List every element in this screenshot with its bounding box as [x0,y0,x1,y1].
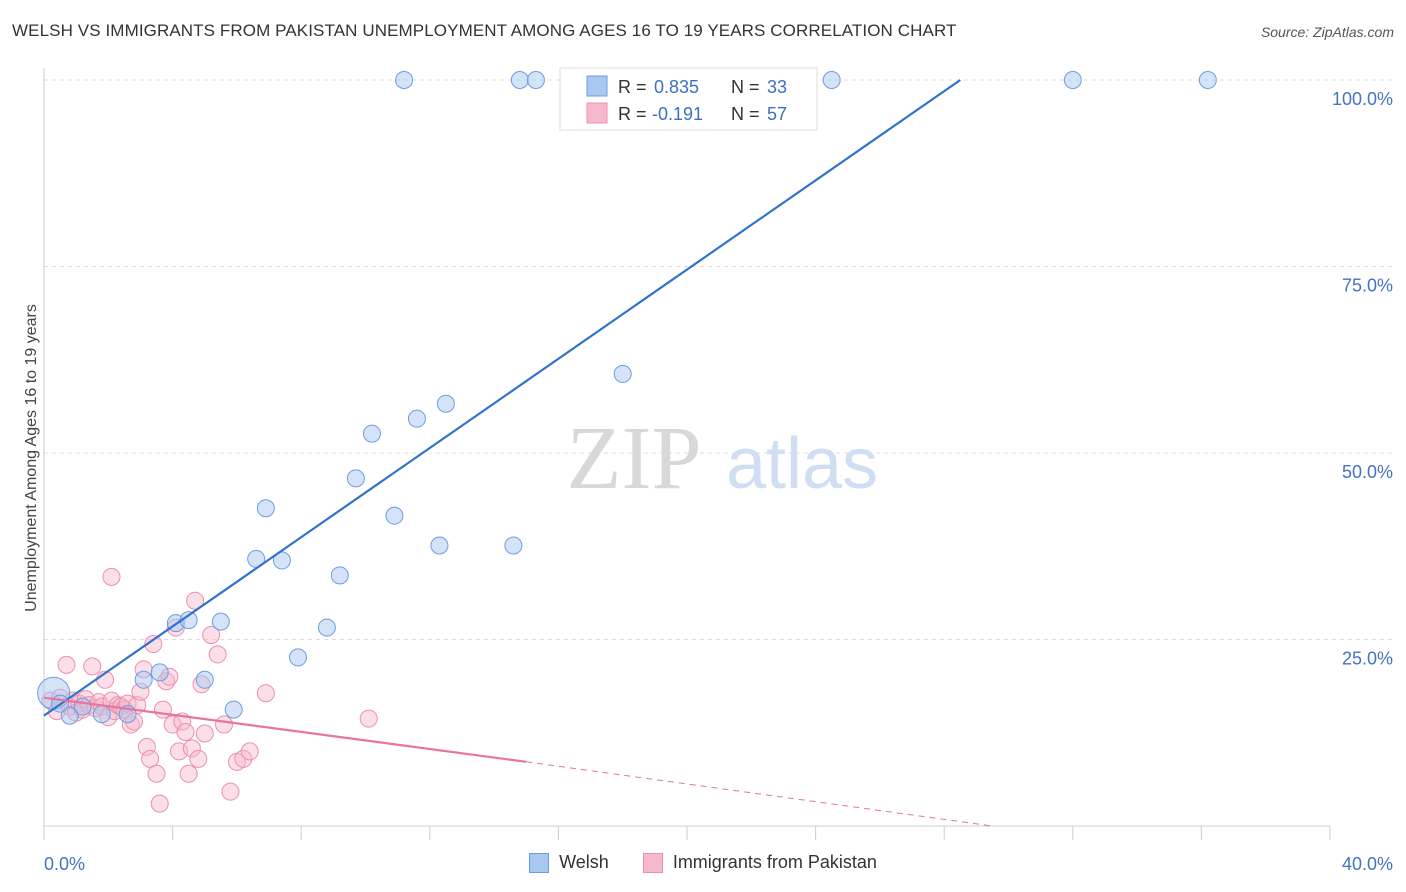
welsh-n-value: 33 [767,77,787,97]
chart-title: WELSH VS IMMIGRANTS FROM PAKISTAN UNEMPL… [12,21,957,40]
welsh-point [317,618,336,637]
x-tick-labels: 0.0% 40.0% [44,854,1393,874]
watermark: ZIP atlas [567,409,879,508]
pakistan-point [144,634,163,653]
pakistan-point [208,645,227,664]
stats-legend: R = 0.835 N = 33 R = -0.191 N = 57 [559,67,818,131]
pakistan-r-label: R = [618,104,647,124]
welsh-trend-line [43,79,961,717]
welsh-point [92,705,111,724]
welsh-point [224,700,243,719]
pakistan-point [102,567,121,586]
welsh-point [362,424,381,443]
pakistan-points [41,567,378,813]
pakistan-point [215,715,234,734]
pakistan-point [202,626,221,645]
welsh-point [134,670,153,689]
y-axis-label: Unemployment Among Ages 16 to 19 years [23,304,40,612]
source-label: Source: ZipAtlas.com [1260,24,1394,40]
welsh-point [510,71,529,89]
welsh-point [407,409,426,428]
watermark-atlas: atlas [726,424,878,504]
welsh-point [211,612,230,631]
pakistan-trend-extension [526,761,993,827]
welsh-points [37,71,1217,725]
legend-item-pakistan[interactable]: Immigrants from Pakistan [642,852,877,873]
pakistan-point [141,749,160,768]
welsh-point [330,566,349,585]
pakistan-r-value: -0.191 [652,104,703,124]
welsh-point [288,648,307,667]
welsh-point [436,394,455,413]
pakistan-n-value: 57 [767,104,787,124]
legend-swatch-welsh [529,852,550,873]
welsh-point [504,536,523,555]
pakistan-point [147,764,166,783]
pakistan-point [150,794,169,813]
welsh-point [430,536,449,555]
y-tick-label: 75.0% [1342,276,1393,296]
grid-lines [44,79,1395,640]
pakistan-point [234,749,253,768]
welsh-point [195,670,214,689]
legend-swatch-pakistan [642,852,663,873]
legend-label-pakistan: Immigrants from Pakistan [672,852,877,872]
welsh-point [395,71,414,89]
pakistan-n-label: N = [731,104,760,124]
welsh-point [346,469,365,488]
pakistan-point [256,684,275,703]
y-tick-label: 25.0% [1342,649,1393,669]
trend-lines [43,79,993,827]
welsh-r-label: R = [618,77,647,97]
pakistan-point [137,737,156,756]
pakistan-point [359,709,378,728]
pakistan-point [221,782,240,801]
pakistan-point [186,591,205,610]
legend-label-welsh: Welsh [559,852,609,872]
watermark-zip: ZIP [567,409,702,508]
welsh-point [73,697,92,716]
bottom-legend: Welsh Immigrants from Pakistan [0,852,1406,873]
y-tick-labels: 100.0% 75.0% 50.0% 25.0% [1332,89,1393,669]
legend-item-welsh[interactable]: Welsh [529,852,609,873]
y-tick-label: 100.0% [1332,89,1393,109]
welsh-point [613,364,632,383]
pakistan-point [83,657,102,676]
pakistan-point [195,724,214,743]
x-tick-label: 40.0% [1342,854,1393,874]
pakistan-point [176,723,195,742]
pakistan-point [57,655,76,674]
pakistan-point [153,700,172,719]
welsh-point [1198,71,1217,89]
pakistan-point [189,749,208,768]
pakistan-point [240,742,259,761]
welsh-swatch [586,75,608,97]
welsh-point [150,663,169,682]
pakistan-trend-line [43,696,527,763]
welsh-point [60,706,79,725]
welsh-r-value: 0.835 [654,77,699,97]
welsh-point [822,71,841,89]
pakistan-point [182,739,201,758]
welsh-point [272,551,291,570]
welsh-point [256,499,275,518]
pakistan-swatch [586,102,608,124]
welsh-point [1063,71,1082,89]
welsh-point [526,71,545,89]
pakistan-point [179,764,198,783]
y-tick-label: 50.0% [1342,462,1393,482]
welsh-point [385,506,404,525]
x-tick-label: 0.0% [44,854,85,874]
welsh-n-label: N = [731,77,760,97]
